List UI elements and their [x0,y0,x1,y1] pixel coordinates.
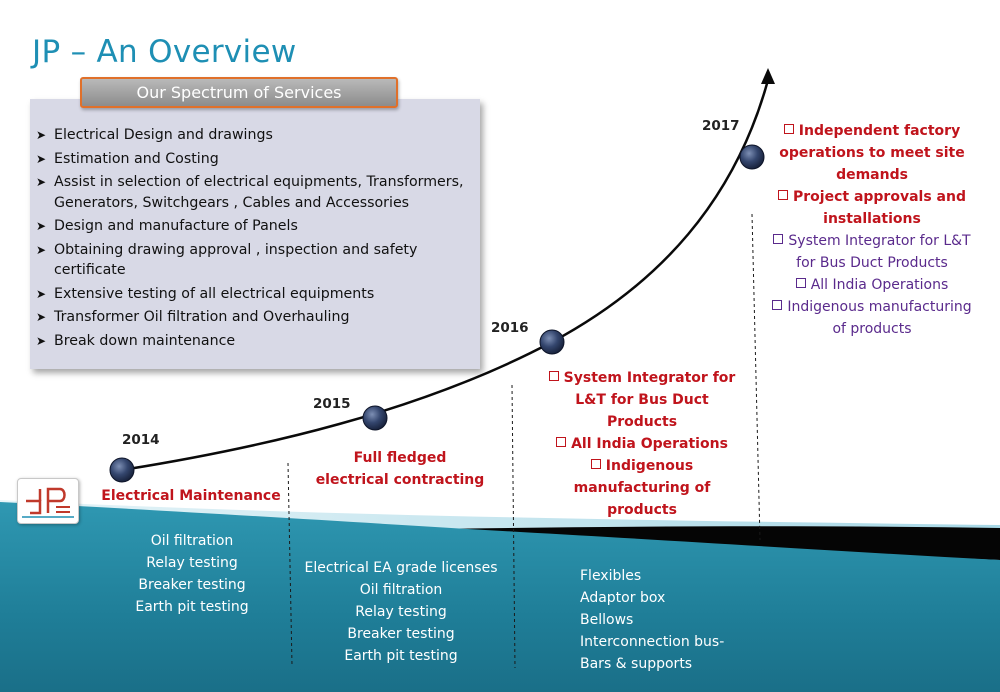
separator-2016 [511,384,516,669]
checkbox-icon [772,300,783,310]
services-list: ➤ Electrical Design and drawings ➤ Estimat… [36,125,466,354]
secondary-line: All India Operations [752,274,992,296]
milestone-line: electrical contracting [315,472,485,488]
list-item: ➤ Break down maintenance [36,331,466,352]
milestone-line: Full fledged [353,450,447,466]
activity-item: Interconnection bus- [580,634,725,650]
services-panel [30,99,480,369]
secondary-2017: System Integrator for L&T for Bus Duct P… [752,230,992,340]
activity-item: Adaptor box [580,590,666,606]
arrow-bullet-icon: ➤ [36,310,47,324]
arrow-bullet-icon: ➤ [36,219,47,233]
activity-item: Oil filtration [359,582,443,598]
activity-item: Breaker testing [138,577,246,593]
arrow-bullet-icon: ➤ [36,151,47,166]
activity-item: Flexibles [580,568,642,584]
list-item: ➤ Transformer Oil filtration and Overhaul… [36,307,466,328]
node-2016 [539,329,565,355]
checkbox-icon [590,459,601,469]
year-label-2014: 2014 [122,432,160,448]
checkbox-icon [548,371,559,381]
milestone-line: demands [836,167,908,183]
milestone-2017: Independent factory operations to meet s… [752,120,992,230]
milestone-2015: Full fledged electrical contracting [300,447,500,491]
checkbox-icon [556,437,567,447]
page-title: JP – An Overview [32,34,297,70]
activity-item: Relay testing [146,555,238,571]
secondary-line: System Integrator for L&T [752,230,992,252]
milestone-line: Products [606,414,678,430]
list-item: ➤ Design and manufacture of Panels [36,216,466,237]
milestone-line: installations [823,211,921,227]
arrow-bullet-icon: ➤ [36,286,47,301]
activity-item: Bellows [580,612,634,628]
activity-item: Relay testing [355,604,447,620]
list-item: ➤ Estimation and Costing [36,149,466,170]
arrow-bullet-icon: ➤ [36,128,47,142]
list-item: ➤ Electrical Design and drawings [36,125,466,146]
milestone-2016: System Integrator for L&T for Bus Duct P… [530,367,754,521]
node-2017 [739,144,765,170]
activities-2015: Electrical EA grade licenses Oil filtrat… [296,557,506,667]
milestone-line: Electrical Maintenance [101,488,281,504]
activity-item: Oil filtration [150,533,234,549]
activity-item: Bars & supports [580,656,693,672]
milestone-line: Indigenous [530,455,754,477]
activities-2016: Flexibles Adaptor box Bellows Interconne… [580,565,750,675]
checkbox-icon [795,278,806,288]
arrow-bullet-icon: ➤ [36,242,47,257]
year-label-2017: 2017 [702,118,740,134]
activities-2014: Oil filtration Relay testing Breaker tes… [102,530,282,618]
arrow-bullet-icon: ➤ [36,175,47,189]
milestone-line: System Integrator for [530,367,754,389]
milestone-line: All India Operations [530,433,754,455]
list-item: ➤ Assist in selection of electrical equip… [36,174,464,211]
year-label-2016: 2016 [491,320,529,336]
activity-item: Earth pit testing [135,599,249,615]
year-label-2015: 2015 [313,396,351,412]
milestone-line: manufacturing of [573,480,711,496]
list-item: ➤ Extensive testing of all electrical equ… [36,284,466,305]
teal-wave-band [0,502,1000,692]
milestone-line: products [607,502,677,518]
jp-logo-icon [17,478,79,524]
milestone-line: Independent factory [752,120,992,142]
checkbox-icon [778,190,788,200]
activity-item: Breaker testing [347,626,455,642]
separator-2015 [287,462,293,666]
list-item: ➤ Obtaining drawing approval , inspection… [36,241,418,279]
secondary-line: Indigenous manufacturing [752,296,992,318]
node-2015 [362,405,388,431]
secondary-line: of products [832,321,912,337]
checkbox-icon [783,124,794,134]
milestone-2014: Electrical Maintenance [98,485,284,507]
services-header: Our Spectrum of Services [80,77,398,108]
checkbox-icon [773,234,784,244]
milestone-line: L&T for Bus Duct [575,392,709,408]
activity-item: Earth pit testing [344,648,458,664]
arrow-bullet-icon: ➤ [36,333,47,348]
secondary-line: for Bus Duct Products [796,255,948,271]
separator-2017 [751,213,761,541]
node-2014 [109,457,135,483]
milestone-line: Project approvals and [752,186,992,208]
curve-arrowhead-icon [761,68,775,84]
activity-item: Electrical EA grade licenses [304,560,498,576]
milestone-line: operations to meet site [779,145,965,161]
